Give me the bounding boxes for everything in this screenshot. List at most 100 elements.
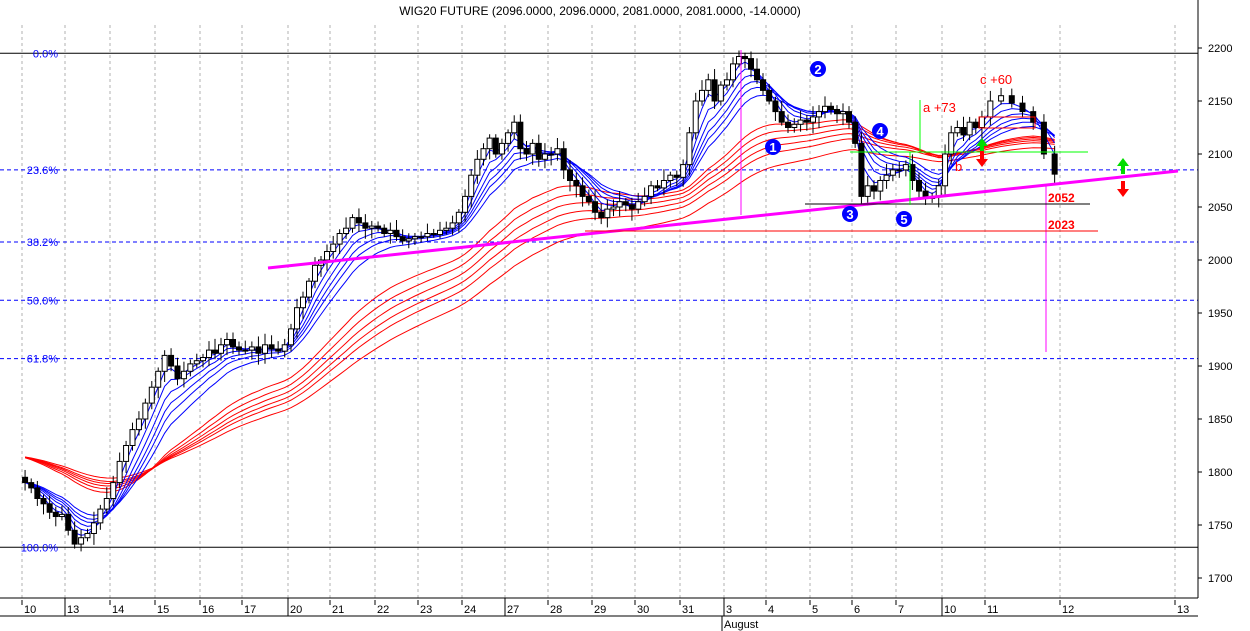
candle-body: [381, 227, 388, 234]
candle-body: [705, 79, 712, 91]
wave-b-label: b: [955, 159, 962, 174]
candle-body: [288, 328, 294, 346]
candle-body: [255, 346, 262, 354]
candle-body: [474, 158, 481, 176]
candle-body: [362, 222, 369, 229]
candle-body: [535, 142, 542, 160]
wave-c-label: c +60: [980, 72, 1012, 87]
candle-body: [387, 229, 394, 235]
candle-body: [58, 513, 65, 518]
candle-body: [517, 121, 524, 150]
candle-body: [935, 185, 942, 197]
candle-body: [699, 89, 705, 102]
fib-label: 0.0%: [33, 48, 58, 60]
x-tick-label: 4: [768, 604, 774, 616]
candle-body: [711, 79, 718, 102]
candle-body: [877, 180, 884, 192]
candle-body: [330, 243, 337, 253]
candle-body: [84, 532, 91, 539]
candle-body: [987, 100, 994, 118]
x-tick-label: 29: [594, 604, 606, 616]
candle-body: [200, 357, 206, 362]
x-tick-label: 3: [726, 604, 732, 616]
x-tick-label: 28: [550, 604, 562, 616]
candle-body: [948, 132, 955, 155]
red-ema-line: [24, 138, 1055, 482]
candle-body: [972, 121, 979, 128]
arrow-up-icon: [976, 138, 988, 154]
chart-title: WIG20 FUTURE (2096.0000, 2096.0000, 2081…: [399, 4, 801, 18]
y-tick-label: 2150: [1208, 96, 1232, 108]
candle-body: [22, 476, 29, 484]
candle-body: [730, 63, 736, 81]
candle-body: [142, 402, 149, 420]
candle-body: [294, 307, 300, 330]
candle-body: [492, 137, 499, 155]
candle-body: [28, 482, 35, 489]
candle-body: [548, 153, 555, 156]
wave-number: 3: [846, 207, 853, 222]
red-ema-line: [24, 147, 1055, 479]
candle-body: [889, 169, 896, 176]
y-tick-label: 1700: [1208, 573, 1232, 585]
candle-body: [686, 132, 693, 166]
candle-body: [846, 111, 852, 123]
candle-body: [529, 142, 536, 155]
y-tick-label: 2050: [1208, 202, 1232, 214]
candle-body: [573, 180, 580, 187]
y-tick-label: 2100: [1208, 149, 1232, 161]
x-tick-label: 16: [202, 604, 214, 616]
x-tick-label: 14: [112, 604, 124, 616]
x-tick-label: 13: [67, 604, 79, 616]
candle-body: [654, 185, 661, 189]
candle-body: [505, 132, 512, 144]
red-ema-line: [24, 128, 1055, 487]
candle-body: [1040, 121, 1047, 155]
candle-body: [480, 148, 487, 160]
candle-body: [355, 217, 362, 224]
candle-body: [174, 365, 181, 380]
candle-body: [554, 148, 561, 155]
candle-body: [523, 148, 530, 155]
wave-marker: [872, 123, 888, 139]
candle-body: [242, 349, 249, 352]
candle-body: [648, 185, 655, 197]
x-tick-label: 17: [244, 604, 256, 616]
blue-ema-line: [25, 94, 1055, 516]
candle-body: [909, 164, 916, 182]
candle-body: [218, 344, 224, 354]
candle-body: [635, 201, 642, 210]
candle-body: [834, 108, 840, 115]
x-tick-label: 31: [682, 604, 694, 616]
candle-body: [393, 229, 400, 238]
candle-body: [336, 233, 343, 245]
candle-body: [998, 95, 1005, 102]
candle-body: [816, 111, 822, 118]
x-tick-label: 15: [157, 604, 169, 616]
arrow-down-icon: [976, 151, 988, 167]
red-ema-line: [24, 119, 1055, 493]
red-ema-line: [24, 133, 1055, 485]
candle-body: [312, 264, 318, 282]
candle-body: [123, 445, 130, 462]
candle-body: [954, 127, 961, 134]
candle-body: [871, 185, 877, 192]
candle-body: [641, 195, 648, 203]
candle-body: [1019, 102, 1026, 113]
candle-body: [604, 208, 611, 219]
candle-body: [449, 222, 456, 229]
candle-body: [622, 201, 629, 206]
x-tick-label: 20: [290, 604, 302, 616]
candle-body: [375, 225, 382, 229]
candle-body: [275, 348, 282, 352]
candle-body: [486, 137, 493, 150]
y-tick-label: 1800: [1208, 467, 1232, 479]
candle-body: [97, 508, 104, 524]
candle-body: [916, 180, 922, 192]
wave-marker: [842, 206, 858, 222]
trendline: [267, 169, 1179, 270]
candle-body: [155, 370, 162, 388]
candle-body: [462, 195, 469, 213]
candle-body: [110, 482, 117, 500]
candle-body: [411, 236, 418, 240]
